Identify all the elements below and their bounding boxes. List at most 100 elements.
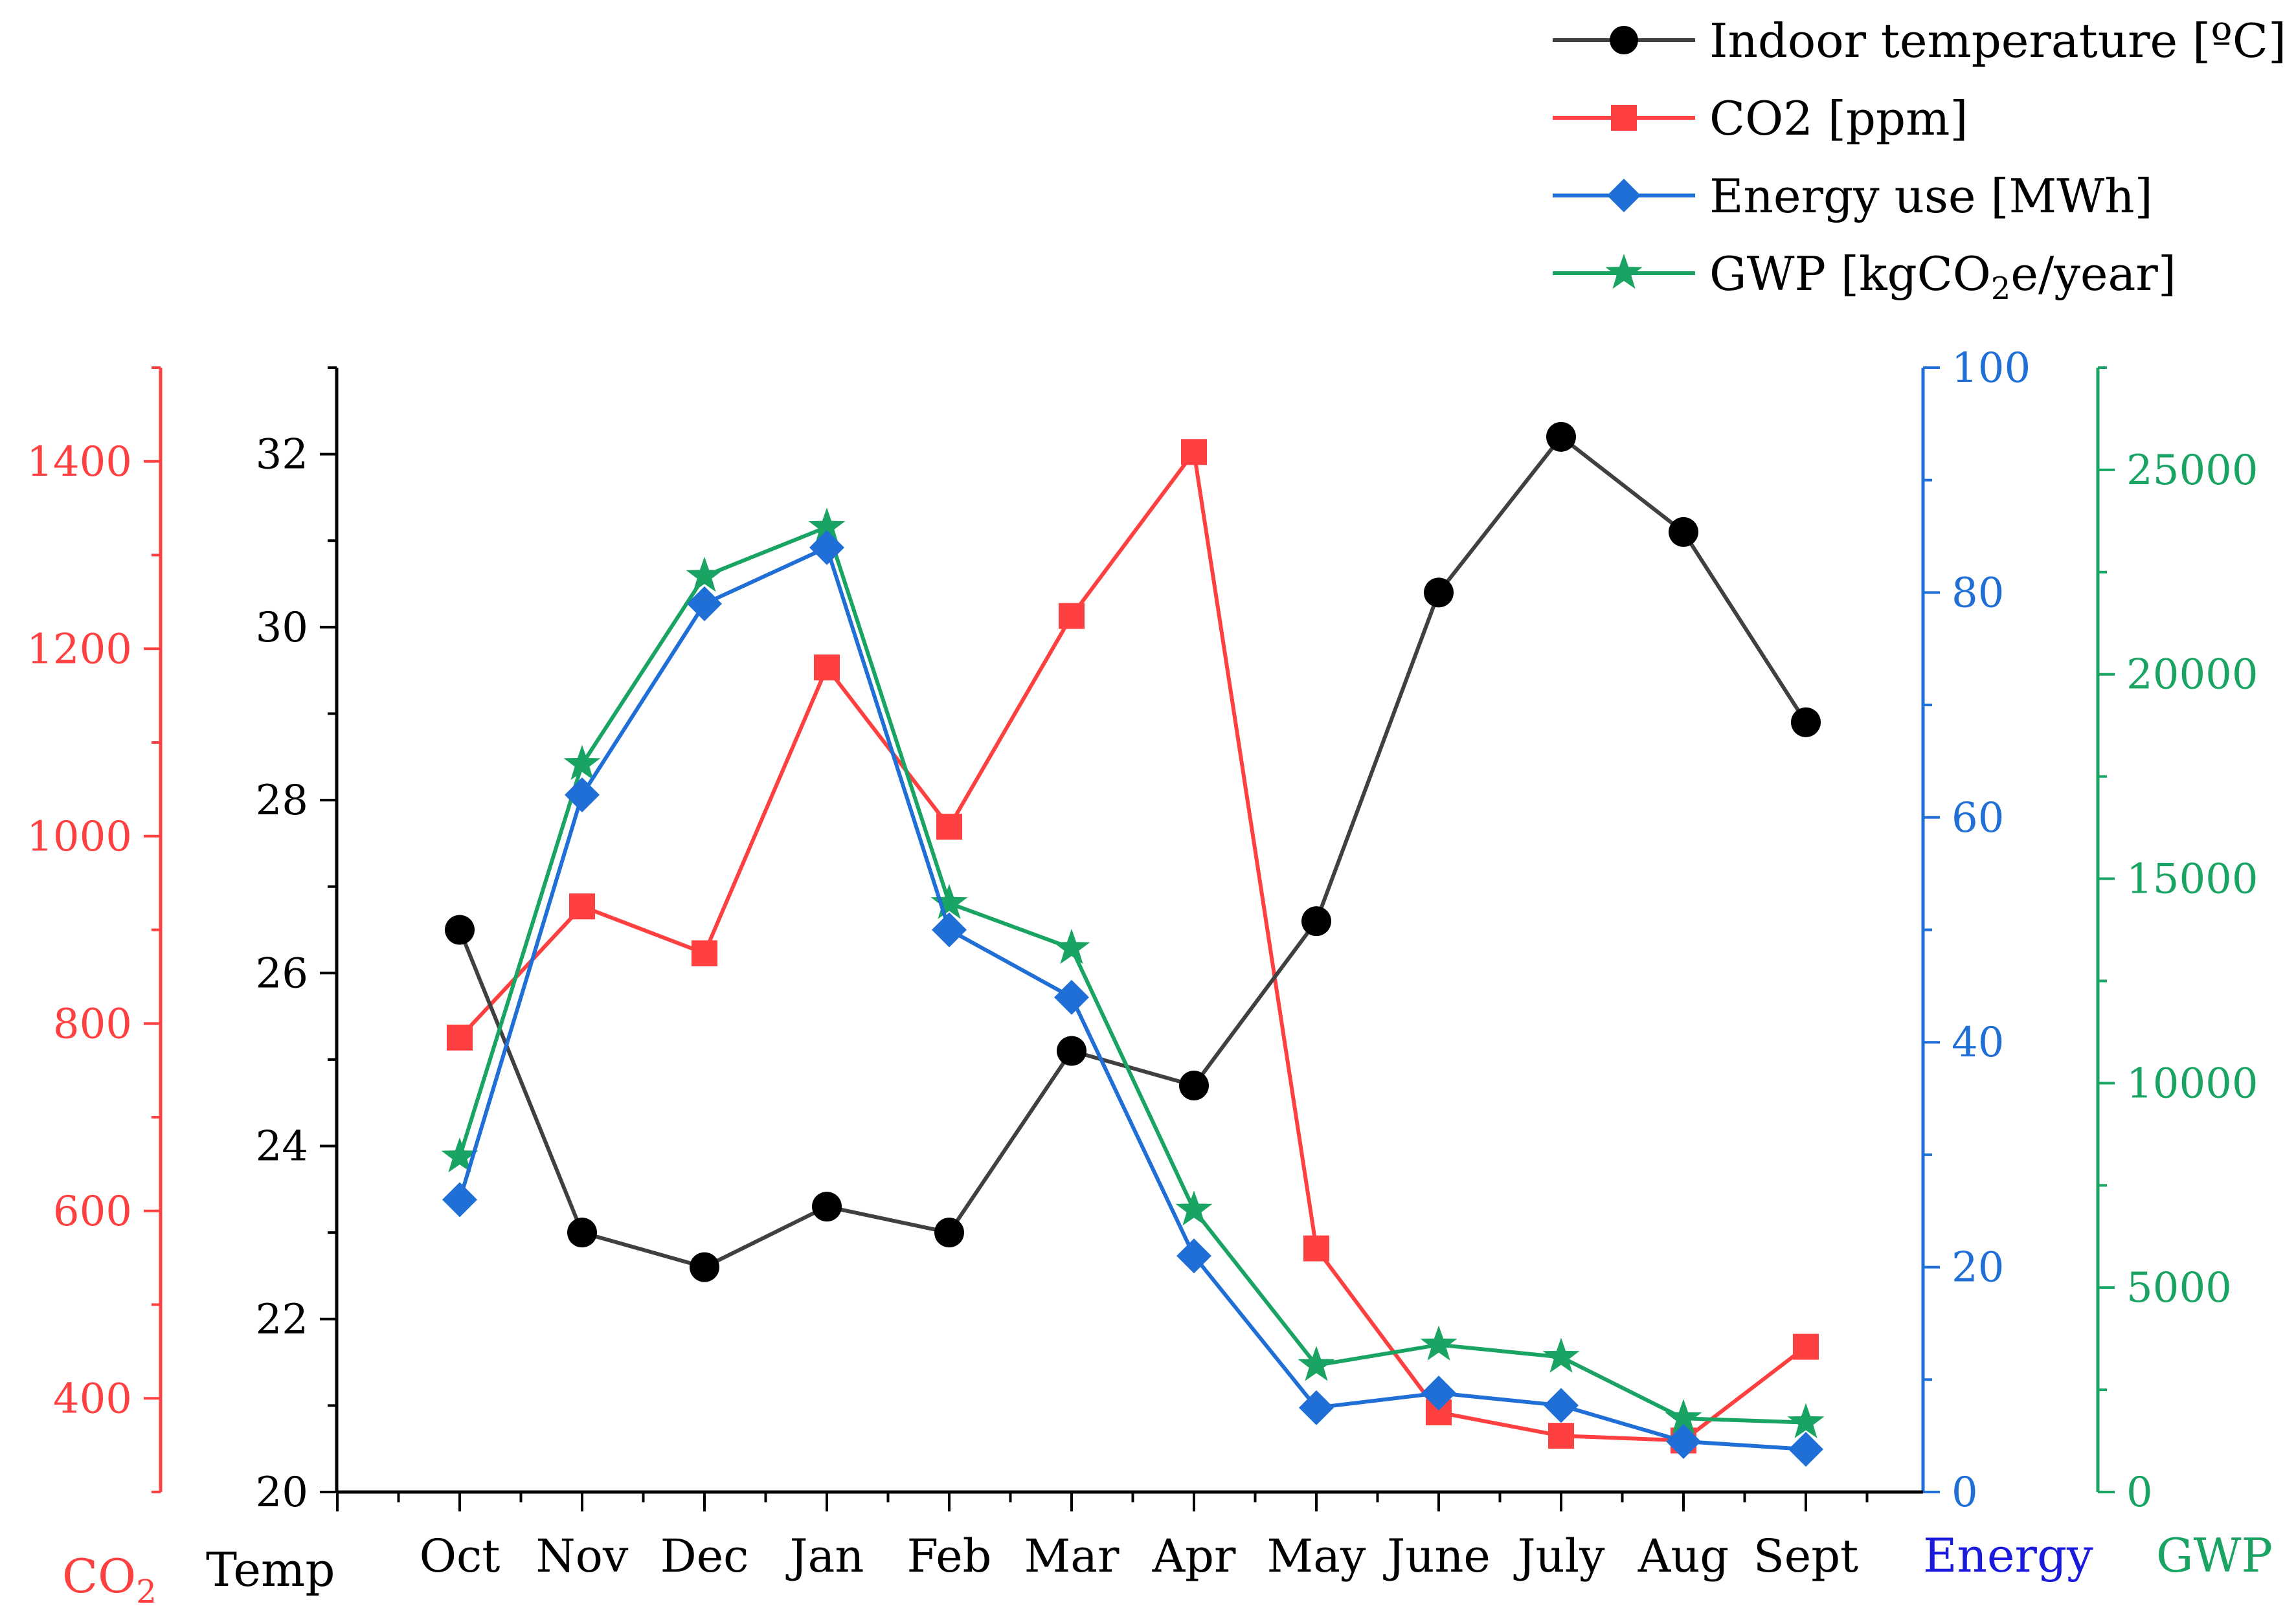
x-tick-label: May (1267, 1530, 1366, 1583)
temp-axis-title: Temp (206, 1543, 335, 1597)
data-point-energy (687, 586, 722, 621)
co2-axis-title: CO2 (62, 1549, 157, 1610)
co2-tick-label: 600 (53, 1188, 132, 1236)
data-point-gwp (1665, 1399, 1702, 1434)
energy-tick-label: 0 (1952, 1469, 1978, 1517)
co2-tick-label: 1000 (27, 813, 132, 861)
data-point-temp (445, 915, 475, 945)
legend-item-gwp: GWP [kgCO2e/year] (1553, 247, 2176, 307)
data-point-temp (1546, 421, 1576, 452)
data-point-co2 (1548, 1423, 1574, 1449)
series-energy (442, 529, 1823, 1467)
data-point-temp (567, 1218, 597, 1248)
temp-tick-label: 30 (256, 604, 308, 652)
co2-tick-label: 400 (53, 1375, 132, 1423)
gwp-tick-label: 15000 (2126, 856, 2258, 904)
data-point-temp (1179, 1071, 1209, 1101)
data-point-gwp (1787, 1403, 1825, 1438)
x-tick-label: Aug (1638, 1530, 1729, 1583)
data-point-gwp (441, 1137, 478, 1173)
gwp-tick-label: 5000 (2126, 1264, 2232, 1312)
series-gwp (441, 507, 1825, 1438)
legend-label-energy: Energy use [MWh] (1709, 169, 2153, 223)
co2-axis: 400 600 800 1000 1200 1400 (27, 366, 163, 1493)
data-point-energy (1544, 1388, 1579, 1423)
data-point-co2 (447, 1024, 473, 1051)
data-point-energy (565, 777, 600, 813)
energy-axis: 0 20 40 60 80 100 (1921, 344, 2031, 1517)
x-tick-label: Nov (536, 1530, 629, 1583)
data-point-energy (442, 1182, 477, 1218)
data-point-temp (1791, 707, 1821, 737)
data-point-energy (932, 912, 967, 948)
series-line-gwp (458, 525, 1806, 1425)
co2-axis-title-main: CO (62, 1549, 136, 1603)
data-point-temp (1057, 1036, 1086, 1066)
gwp-tick-label: 10000 (2126, 1060, 2258, 1108)
data-point-gwp (808, 507, 846, 543)
data-point-co2 (1303, 1235, 1329, 1262)
legend-gwp-sub: 2 (1991, 271, 2011, 307)
data-point-temp (1301, 906, 1331, 937)
energy-tick-label: 100 (1952, 344, 2031, 392)
x-tick-label: Sept (1753, 1530, 1858, 1583)
data-point-gwp (1298, 1346, 1335, 1381)
data-point-energy (1788, 1431, 1823, 1467)
data-point-gwp (1542, 1337, 1580, 1373)
data-point-co2 (692, 940, 717, 966)
co2-tick-label: 800 (53, 1000, 132, 1048)
data-point-energy (1176, 1238, 1211, 1274)
temp-tick-label: 26 (256, 950, 308, 997)
data-point-gwp (563, 744, 601, 780)
x-tick-label: Jan (786, 1530, 864, 1583)
gwp-tick-label: 25000 (2126, 447, 2258, 495)
data-point-co2 (1059, 603, 1085, 629)
legend-label-temp: Indoor temperature [ºC] (1709, 14, 2286, 68)
co2-tick-label: 1400 (27, 438, 132, 486)
data-point-temp (1424, 577, 1454, 608)
gwp-axis: 0 5000 10000 15000 20000 25000 (2096, 366, 2258, 1517)
energy-tick-label: 60 (1952, 794, 2004, 842)
energy-tick-label: 40 (1952, 1019, 2004, 1067)
x-tick-label: June (1383, 1530, 1491, 1583)
data-point-gwp (930, 884, 968, 919)
data-point-co2 (1181, 439, 1207, 465)
data-point-gwp (1053, 928, 1090, 964)
temp-tick-label: 28 (256, 777, 308, 825)
data-point-energy (1421, 1376, 1456, 1411)
x-axis: Oct Nov Dec Jan Feb Mar Apr May June July Aug Sept (336, 1490, 1923, 1583)
legend-item-co2: CO2 [ppm] (1553, 91, 1968, 146)
legend-item-energy: Energy use [MWh] (1553, 169, 2153, 223)
temp-tick-label: 24 (256, 1123, 308, 1171)
gwp-tick-label: 0 (2126, 1469, 2153, 1517)
data-point-energy (1666, 1423, 1701, 1459)
series-co2 (447, 439, 1819, 1454)
energy-tick-label: 80 (1952, 569, 2004, 617)
co2-tick-label: 1200 (27, 625, 132, 673)
series-line-energy (458, 545, 1806, 1451)
gwp-axis-title: GWP (2156, 1528, 2273, 1583)
legend-label-gwp: GWP [kgCO2e/year] (1709, 247, 2176, 307)
data-point-temp (934, 1218, 964, 1248)
axes: 4006008001000120014002022242628303202040… (27, 344, 2258, 1583)
series-temp (445, 421, 1821, 1282)
legend-label-co2: CO2 [ppm] (1709, 91, 1968, 146)
gwp-tick-label: 20000 (2126, 651, 2258, 699)
data-point-energy (809, 529, 844, 565)
data-point-co2 (814, 654, 840, 681)
x-tick-label: Feb (907, 1530, 992, 1583)
x-tick-label: Dec (660, 1530, 749, 1583)
data-point-co2 (1793, 1333, 1819, 1360)
data-point-temp (690, 1252, 719, 1282)
data-point-co2 (569, 893, 595, 920)
data-point-energy (1299, 1390, 1334, 1425)
temp-axis: 20 22 24 26 28 30 32 (256, 366, 339, 1517)
data-point-temp (1669, 517, 1698, 547)
legend-item-temp: Indoor temperature [ºC] (1553, 14, 2286, 68)
series-line-temp (458, 434, 1808, 1269)
x-tick-label: Oct (420, 1530, 501, 1583)
temp-tick-label: 20 (256, 1469, 308, 1517)
temp-tick-label: 22 (256, 1296, 308, 1344)
temp-tick-label: 32 (256, 431, 308, 479)
